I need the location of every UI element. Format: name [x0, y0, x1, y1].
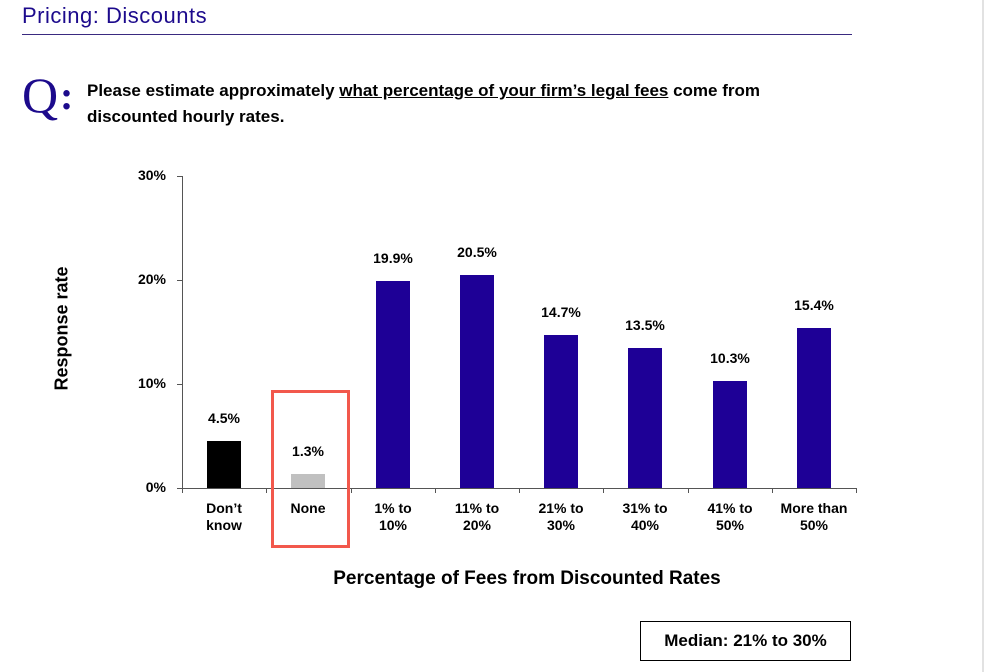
y-tick-mark [177, 176, 182, 177]
x-axis-label: Percentage of Fees from Discounted Rates [333, 568, 721, 589]
y-tick-label: 0% [145, 479, 166, 495]
category-label-line: 31% to [622, 500, 668, 516]
category-label: 1% to 10% [351, 500, 435, 534]
question-colon: : [60, 73, 74, 118]
category-label: More than 50% [772, 500, 856, 534]
y-tick-mark [177, 488, 182, 489]
category-label-line: 1% to [374, 500, 412, 516]
y-tick-mark [177, 384, 182, 385]
y-axis [182, 176, 183, 488]
x-tick-mark [688, 488, 689, 493]
x-tick-mark [435, 488, 436, 493]
bar-value-label: 14.7% [541, 304, 581, 320]
category-label: None [266, 500, 350, 534]
x-tick-mark [351, 488, 352, 493]
category-label-line: 41% to [707, 500, 753, 516]
y-tick-label: 20% [137, 271, 166, 287]
x-tick-mark [519, 488, 520, 493]
category-label-line: know [206, 517, 242, 533]
bar [797, 328, 831, 488]
bar [628, 348, 662, 488]
y-tick-mark [177, 280, 182, 281]
category-label: 31% to 40% [603, 500, 687, 534]
category-label-line: 20% [462, 517, 492, 533]
bar-value-label: 10.3% [710, 350, 750, 366]
category-label: 11% to 20% [435, 500, 519, 534]
category-label: 21% to 30% [519, 500, 603, 534]
bar-value-label: 19.9% [373, 250, 413, 266]
category-label: 41% to 50% [688, 500, 772, 534]
y-tick-label: 10% [137, 375, 166, 391]
y-axis-label: Response rate [51, 266, 72, 391]
bar [713, 381, 747, 488]
x-axis [177, 488, 857, 489]
question-text-before: Please estimate approximately [87, 81, 340, 100]
bar-value-label: 1.3% [292, 443, 324, 459]
page-edge [982, 0, 984, 672]
highlight-box [271, 390, 350, 548]
x-tick-mark [266, 488, 267, 493]
bar [291, 474, 325, 488]
x-tick-mark [856, 488, 857, 493]
bar-value-label: 20.5% [457, 244, 497, 260]
category-label-line: 50% [715, 517, 745, 533]
median-box: Median: 21% to 30% [640, 621, 851, 661]
category-label-line: Don’t [206, 500, 242, 516]
page-title: Pricing: Discounts [22, 3, 208, 28]
bar-value-label: 13.5% [625, 317, 665, 333]
question-text: Please estimate approximately what perce… [87, 78, 847, 130]
x-tick-mark [772, 488, 773, 493]
bar [376, 281, 410, 488]
category-label-line: 21% to [538, 500, 584, 516]
category-label: Don’t know [182, 500, 266, 534]
x-tick-mark [603, 488, 604, 493]
bar-value-label: 4.5% [208, 410, 240, 426]
category-label-line: 30% [546, 517, 576, 533]
y-tick-label: 30% [137, 167, 166, 183]
bar-value-label: 15.4% [794, 297, 834, 313]
title-divider [22, 34, 852, 35]
question-text-underlined: what percentage of your firm’s legal fee… [339, 81, 669, 100]
bar [207, 441, 241, 488]
x-tick-mark [182, 488, 183, 493]
category-label-line: 50% [799, 517, 829, 533]
category-label-line: 40% [630, 517, 660, 533]
question-text-after: come from discounted hourly rates. [87, 81, 761, 126]
bar [460, 275, 494, 488]
category-label-line: More than [780, 500, 848, 516]
category-label-line: 10% [378, 517, 408, 533]
category-label-line: None [290, 500, 326, 516]
bar [544, 335, 578, 488]
category-label-line: 11% to [454, 500, 500, 516]
question-mark-label: Q [22, 67, 59, 123]
